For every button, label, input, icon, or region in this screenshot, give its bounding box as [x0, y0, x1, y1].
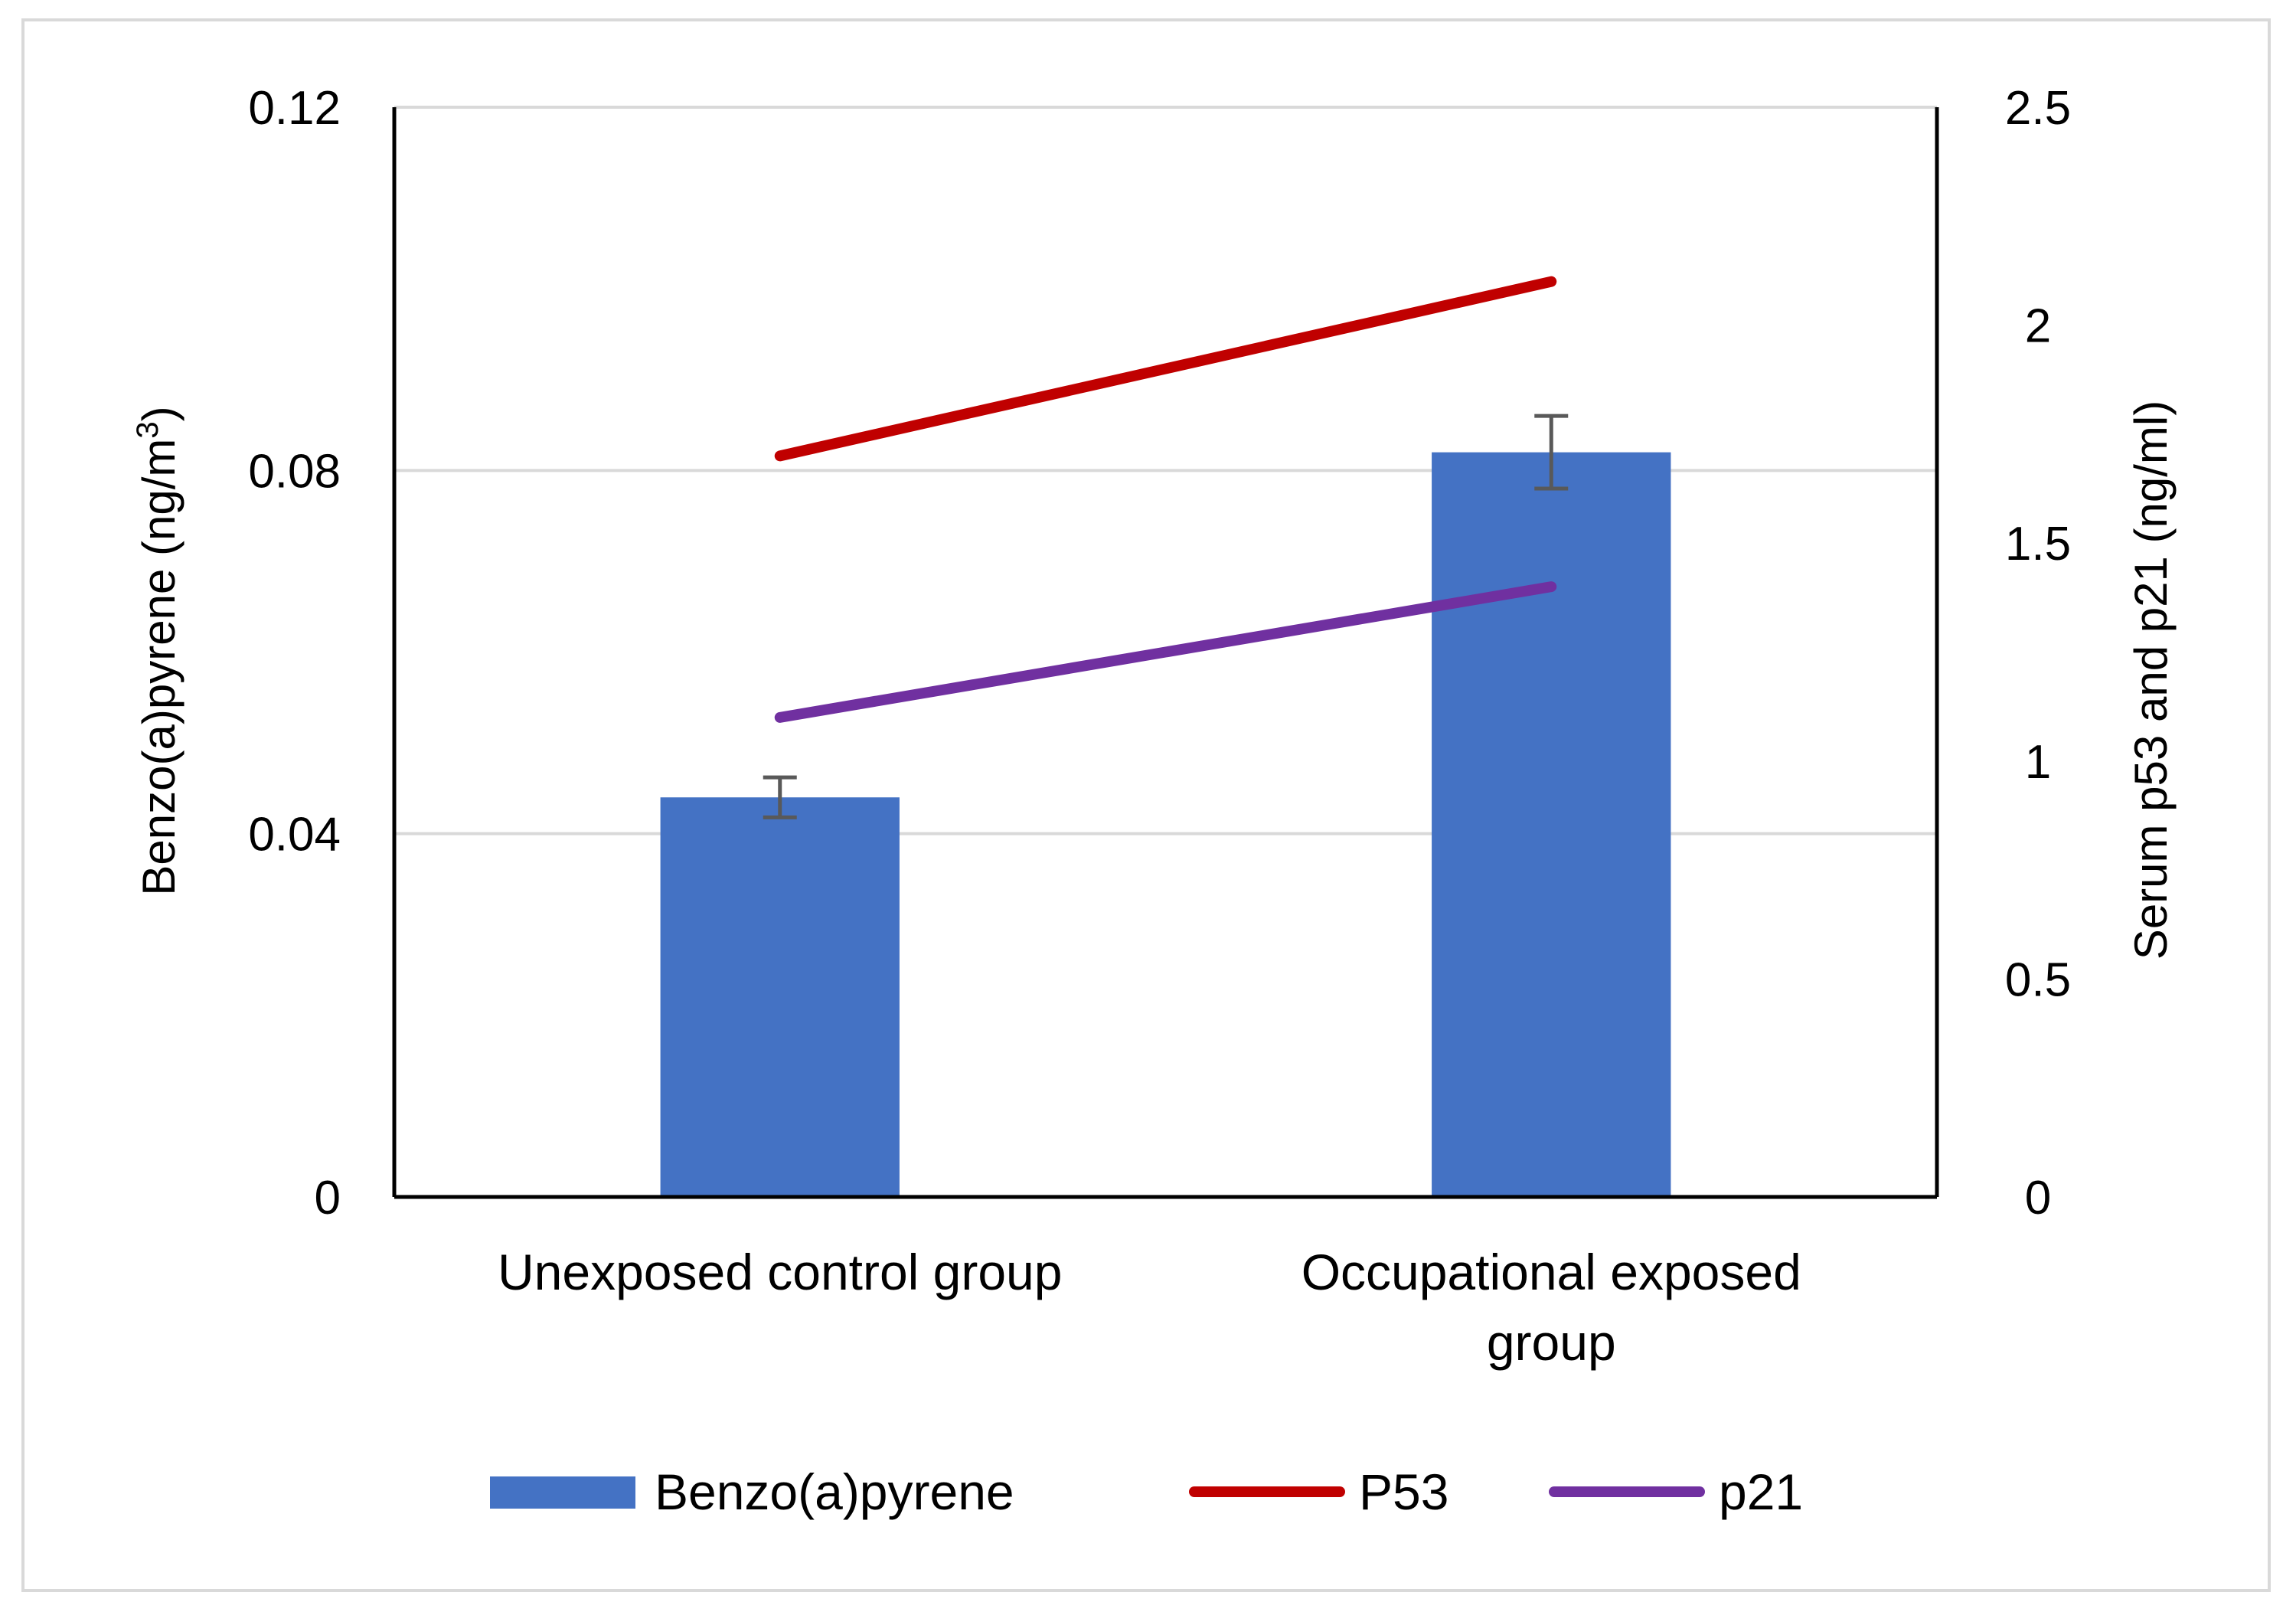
- right-tick-label: 1.5: [2005, 518, 2071, 571]
- axes: [392, 107, 1939, 1199]
- left-axis-label-superscript: 3: [131, 421, 165, 438]
- legend: Benzo(a)pyrene P53 p21: [490, 1463, 1803, 1520]
- error-bar-2: [1534, 414, 1569, 491]
- legend-swatch: [490, 1476, 635, 1509]
- bar-2: [1432, 452, 1671, 1197]
- legend-item-benzo(a)pyrene: Benzo(a)pyrene: [490, 1463, 1014, 1520]
- line-series: [774, 276, 1557, 723]
- chart-frame: [21, 18, 2271, 1592]
- left-axis-ticks: 0 0.04 0.08 0.12: [248, 82, 341, 1225]
- error-bars: [763, 414, 1569, 819]
- category-label-1: Unexposed control group: [498, 1244, 1062, 1300]
- category-label-2: Occupational exposed: [1302, 1244, 1801, 1300]
- legend-label: p21: [1719, 1463, 1803, 1520]
- legend-label: P53: [1359, 1463, 1448, 1520]
- right-tick-label: 0.5: [2005, 953, 2071, 1006]
- right-tick-label: 2: [2025, 300, 2051, 353]
- left-tick-label: 0.04: [248, 809, 341, 862]
- legend-item-p53: P53: [1189, 1463, 1448, 1520]
- left-axis-label-end: ): [133, 406, 185, 421]
- right-tick-label: 0: [2025, 1172, 2051, 1225]
- line-p21: [774, 581, 1557, 723]
- line-p53: [774, 276, 1557, 462]
- left-tick-label: 0.08: [248, 445, 341, 498]
- right-tick-label: 2.5: [2005, 82, 2071, 135]
- right-tick-label: 1: [2025, 736, 2051, 789]
- left-tick-label: 0.12: [248, 82, 341, 135]
- right-axis-ticks: 0 0.5 1 1.5 2 2.5: [2005, 82, 2071, 1225]
- bar-1: [660, 797, 900, 1197]
- left-axis-label: Benzo(a)pyrene (ng/m3): [131, 406, 185, 895]
- category-label-2: group: [1487, 1314, 1616, 1371]
- bar-series: [660, 452, 1671, 1197]
- gridlines: [394, 106, 1937, 835]
- right-axis-label: Serum p53 and p21 (ng/ml): [2125, 401, 2177, 960]
- left-tick-label: 0: [315, 1172, 341, 1225]
- error-bar-1: [763, 775, 797, 819]
- category-labels: Unexposed control group Occupational expo…: [498, 1244, 1801, 1371]
- legend-label: Benzo(a)pyrene: [655, 1463, 1014, 1520]
- legend-item-p21: p21: [1549, 1463, 1803, 1520]
- left-axis-label-main: Benzo(a)pyrene (ng/m: [133, 439, 185, 896]
